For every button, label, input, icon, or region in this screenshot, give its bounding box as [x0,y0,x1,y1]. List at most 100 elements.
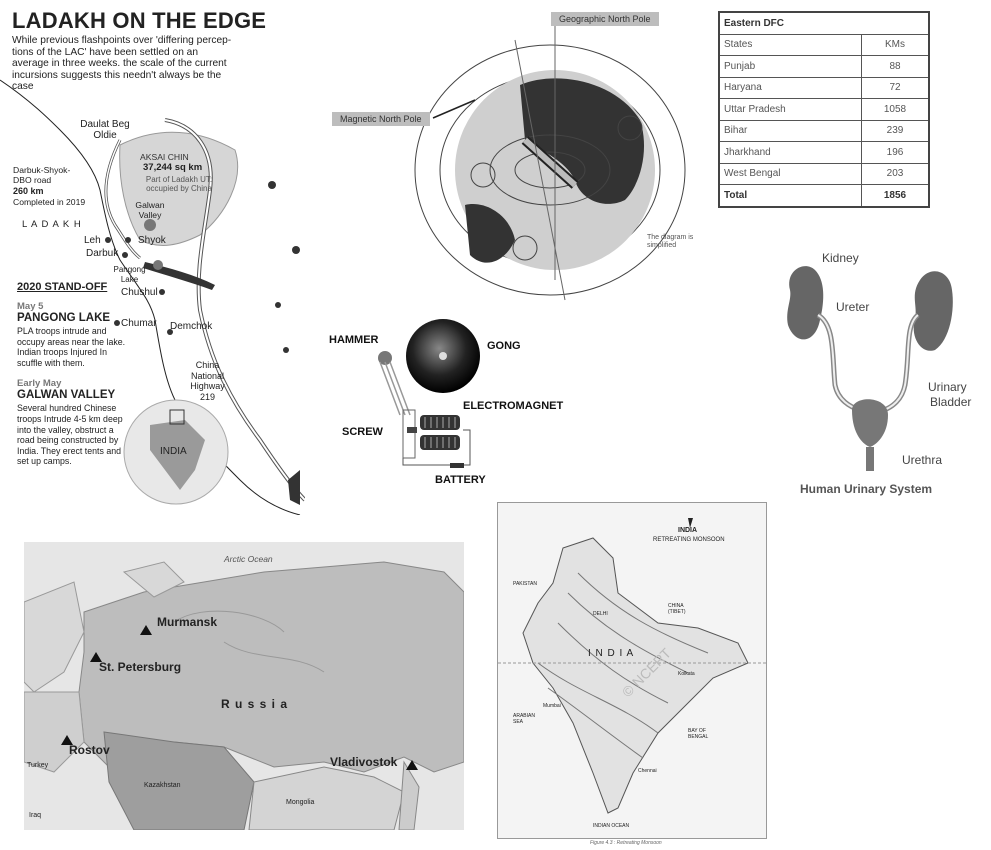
label-mumbai: Mumbai [543,703,561,709]
column-header-kms: KMs [861,33,930,56]
state-cell: Bihar [718,119,862,142]
table-row: Bihar 239 [718,119,930,142]
label-st-petersburg: St. Petersburg [99,660,182,674]
ladakh-title: LADAKH ON THE EDGE [12,8,267,33]
label-chennai: Chennai [638,768,657,774]
label-kidney: Kidney [822,251,859,265]
label-pangong: Pangong Lake [113,265,146,284]
table-row: West Bengal 203 [718,162,930,185]
label-iraq: Iraq [29,812,42,819]
label-kolkata: Kolkata [678,671,695,677]
event-text: Several hundred Chinese troops Intrude 4… [17,403,123,467]
table-row: Punjab 88 [718,55,930,78]
label-aksai-area: 37,244 sq km [143,162,203,173]
table-row: Uttar Pradesh 1058 [718,98,930,121]
monsoon-caption: Figure 4.3 : Retreating Monsoon [590,840,662,846]
label-bladder-a: Urinary [928,380,967,394]
label-indian-ocean: INDIAN OCEAN [593,823,630,829]
label-aksai-chin: AKSAI CHIN [140,152,189,162]
label-battery: BATTERY [435,474,486,486]
ladakh-map-panel: LADAKH ON THE EDGE While previous flashp… [0,0,305,515]
electric-bell-diagram [378,319,480,468]
label-demchok: Demchok [170,321,213,332]
label-shyok: Shyok [138,235,166,246]
state-cell: Haryana [718,76,862,99]
diagram-note: The diagram is simplified [647,234,694,249]
label-turkey: Turkey [27,762,49,769]
label-bay-of-bengal: BAY OF BENGAL [688,728,709,740]
table-row: Jharkhand 196 [718,141,930,164]
total-value: 1856 [861,184,930,207]
label-highway: China National Highway 219 [190,360,225,402]
state-cell: Uttar Pradesh [718,98,862,121]
km-cell: 1058 [861,98,930,121]
label-vladivostok: Vladivostok [330,755,398,769]
label-leh: Leh [84,235,101,246]
total-row: Total 1856 [718,184,930,207]
label-mongolia: Mongolia [286,799,315,806]
label-road-completed: Completed in 2019 [13,197,86,207]
label-india: I N D I A [588,648,635,659]
label-road-b: DBO road [13,175,52,185]
label-chushul: Chushul [121,287,158,298]
event-date: May 5 [17,301,44,312]
column-header-states: States [718,33,862,56]
state-cell: Jharkhand [718,141,862,164]
india-monsoon-map-panel: © NCERT INDIA RETREATING MONSOON I N D I… [497,502,767,839]
magnetic-field-panel: Geographic North Pole Magnetic North Pol… [325,0,710,315]
total-label: Total [718,184,862,207]
monsoon-map-title: INDIA [678,527,698,534]
label-murmansk: Murmansk [157,615,218,629]
label-road-km: 260 km [13,186,44,196]
urinary-system-panel: Kidney Ureter Urinary Bladder Urethra Hu… [780,245,990,505]
km-cell: 88 [861,55,930,78]
label-delhi: DELHI [593,611,608,617]
ladakh-subtitle: While previous flashpoints over 'differi… [12,35,232,92]
russia-map-panel: Arctic Ocean Murmansk St. Petersburg R u… [24,542,464,830]
km-cell: 203 [861,162,930,185]
label-russia: R u s s i a [221,697,289,711]
label-india-inset: INDIA [160,446,187,457]
urinary-system-diagram [787,266,953,471]
state-cell: Punjab [718,55,862,78]
india-monsoon-map-graphic: © NCERT [498,518,766,814]
table-row: Haryana 72 [718,76,930,99]
label-gong: GONG [487,340,521,352]
standoff-heading: 2020 STAND-OFF [17,281,108,293]
label-electromagnet: ELECTROMAGNET [463,400,564,412]
label-screw: SCREW [342,426,383,438]
table-title: Eastern DFC [718,11,930,35]
urinary-caption: Human Urinary System [800,482,933,496]
label-ureter: Ureter [836,300,870,314]
event-text: PLA troops intrude and occupy areas near… [17,326,126,368]
label-ladakh: L A D A K H [22,219,82,230]
russia-map-graphic [24,542,464,830]
monsoon-map-subtitle: RETREATING MONSOON [653,537,725,543]
label-galwan: Galwan Valley [135,200,165,220]
event-place: GALWAN VALLEY [17,389,116,402]
label-aksai-note: Part of Ladakh UT: occupied by China [145,175,213,193]
km-cell: 196 [861,141,930,164]
event-date: Early May [17,378,62,390]
state-cell: West Bengal [718,162,862,185]
label-road-a: Darbuk-Shyok- [13,165,71,175]
label-chumar: Chumar [121,318,157,329]
label-bladder-b: Bladder [930,395,972,409]
geographic-north-pole-label: Geographic North Pole [551,12,659,26]
km-cell: 239 [861,119,930,142]
label-pakistan: PAKISTAN [513,581,537,587]
label-rostov: Rostov [69,743,110,757]
label-kazakhstan: Kazakhstan [144,782,181,789]
label-arctic-ocean: Arctic Ocean [224,554,273,564]
electric-bell-panel: HAMMER GONG ELECTROMAGNET SCREW BATTERY [325,310,585,500]
label-urethra: Urethra [902,453,943,467]
event-place: PANGONG LAKE [17,312,111,324]
eastern-dfc-table: Eastern DFC States KMs Punjab 88 Haryana 7… [718,11,930,208]
magnetic-north-pole-label: Magnetic North Pole [332,112,430,126]
label-darbuk: Darbuk [86,248,119,259]
standoff-box: 2020 STAND-OFF May 5 PANGONG LAKE PLA tr… [17,282,132,477]
eastern-dfc-table-panel: Eastern DFC States KMs Punjab 88 Haryana 7… [718,11,930,229]
label-daulat-beg-oldie: Daulat Beg Oldie [80,119,130,141]
label-hammer: HAMMER [329,334,379,346]
km-cell: 72 [861,76,930,99]
